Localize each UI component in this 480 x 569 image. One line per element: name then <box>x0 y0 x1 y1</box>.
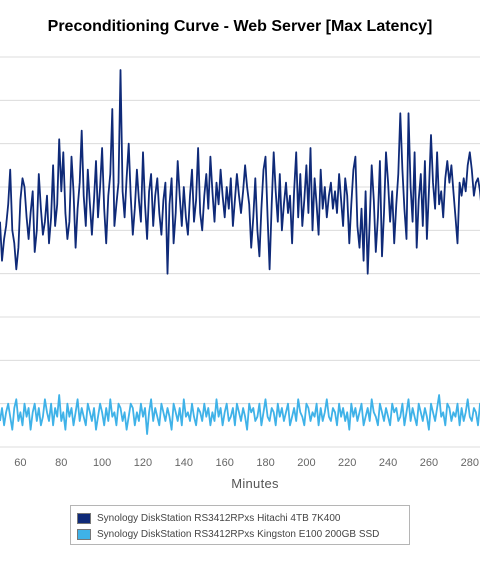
x-tick-label: 260 <box>420 457 438 469</box>
x-axis-label: Minutes <box>231 476 279 491</box>
legend-item-hdd: Synology DiskStation RS3412RPxs Hitachi … <box>77 510 403 526</box>
chart-title: Preconditioning Curve - Web Server [Max … <box>47 18 433 35</box>
x-tick-label: 220 <box>338 457 356 469</box>
x-tick-labels: 60 80 100 120 140 160 180 200 220 240 260 280 <box>14 457 479 469</box>
x-tick-label: 200 <box>297 457 315 469</box>
legend: Synology DiskStation RS3412RPxs Hitachi … <box>70 505 410 545</box>
legend-swatch-hdd <box>77 512 91 524</box>
x-tick-label: 180 <box>256 457 274 469</box>
x-tick-label: 80 <box>55 457 67 469</box>
x-tick-label: 140 <box>175 457 193 469</box>
legend-item-ssd: Synology DiskStation RS3412RPxs Kingston… <box>77 526 403 542</box>
x-tick-label: 120 <box>134 457 152 469</box>
series-line-ssd <box>0 394 480 435</box>
x-tick-label: 100 <box>93 457 111 469</box>
legend-swatch-ssd <box>77 528 91 540</box>
series-layer <box>0 69 480 435</box>
legend-label-hdd: Synology DiskStation RS3412RPxs Hitachi … <box>97 512 341 524</box>
x-tick-label: 160 <box>216 457 234 469</box>
grid-lines <box>0 56 480 448</box>
series-line-hdd <box>0 69 480 275</box>
legend-label-ssd: Synology DiskStation RS3412RPxs Kingston… <box>97 528 380 540</box>
x-tick-label: 240 <box>379 457 397 469</box>
x-tick-label: 280 <box>461 457 479 469</box>
x-tick-label: 60 <box>14 457 26 469</box>
